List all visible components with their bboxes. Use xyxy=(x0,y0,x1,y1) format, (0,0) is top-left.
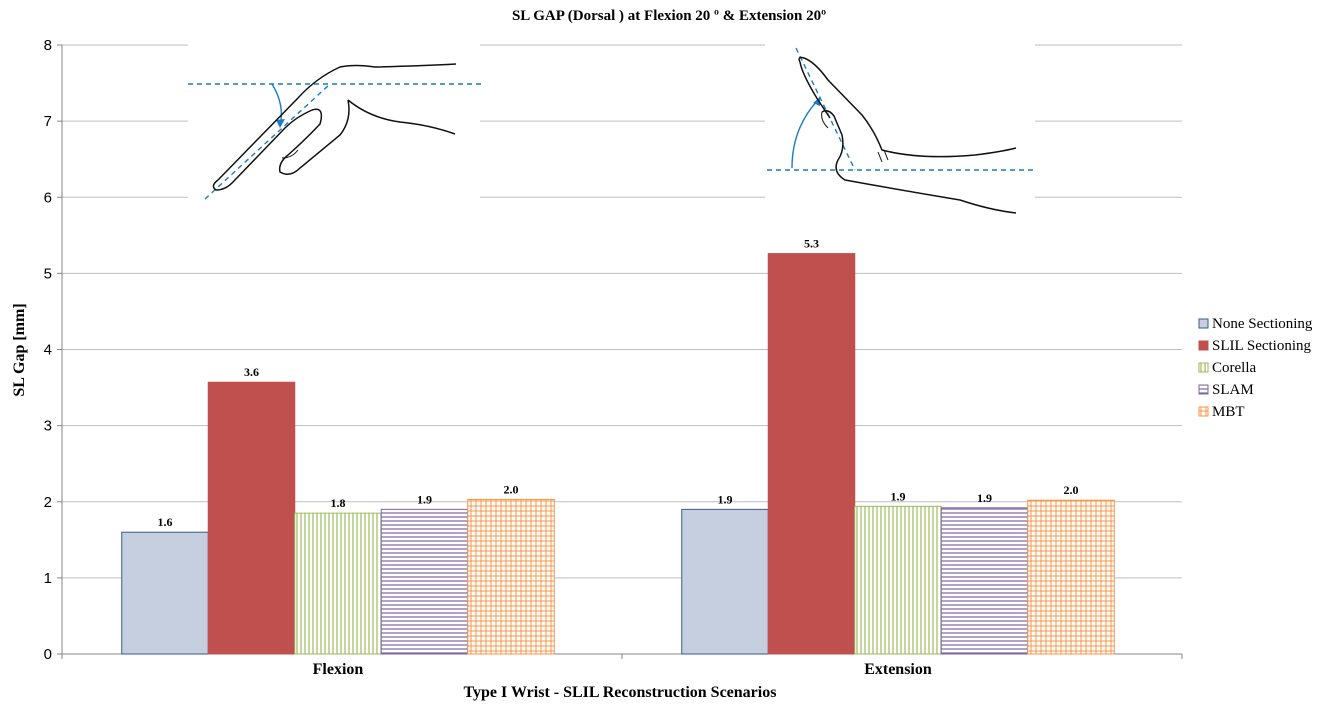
wrist-extension-icon xyxy=(765,40,1036,220)
y-tick-label: 5 xyxy=(44,265,52,282)
data-label: 1.9 xyxy=(977,491,992,505)
data-label: 3.6 xyxy=(244,365,259,379)
legend-swatch xyxy=(1198,384,1209,395)
wrist-flexion-icon xyxy=(188,40,482,210)
y-tick-label: 6 xyxy=(44,189,52,206)
y-axis-title: SL Gap [mm] xyxy=(11,303,28,396)
y-tick-label: 1 xyxy=(44,570,52,587)
data-label: 1.9 xyxy=(718,492,733,506)
data-label: 5.3 xyxy=(804,237,819,251)
data-label: 1.9 xyxy=(417,492,432,506)
x-axis-title: Type I Wrist - SLIL Reconstruction Scena… xyxy=(464,684,777,701)
data-label: 2.0 xyxy=(504,482,519,496)
legend-label: SLAM xyxy=(1212,382,1254,398)
y-tick-label: 0 xyxy=(44,646,52,663)
x-axis-categories: Flexion Extension xyxy=(313,661,932,678)
chart-title: SL GAP (Dorsal ) at Flexion 20 º & Exten… xyxy=(512,8,826,24)
legend-swatch xyxy=(1198,406,1209,417)
legend-swatch xyxy=(1198,362,1209,373)
bar xyxy=(380,508,469,655)
data-label: 1.8 xyxy=(331,496,346,510)
legend: None Sectioning SLIL Sectioning Corella SLA… xyxy=(1198,316,1313,420)
data-label: 1.9 xyxy=(891,489,906,503)
bar xyxy=(940,507,1029,655)
bar xyxy=(121,531,209,655)
bar xyxy=(294,512,382,655)
legend-label: SLIL Sectioning xyxy=(1212,338,1312,354)
y-tick-label: 8 xyxy=(44,37,52,54)
y-tick-label: 2 xyxy=(44,494,52,511)
x-category-label: Flexion xyxy=(313,661,364,678)
legend-swatch xyxy=(1198,318,1209,329)
legend-swatch xyxy=(1198,340,1209,351)
bar xyxy=(681,508,769,655)
legend-label: Corella xyxy=(1212,360,1256,376)
legend-label: MBT xyxy=(1212,404,1245,420)
bar xyxy=(1027,499,1115,655)
data-label: 2.0 xyxy=(1064,483,1079,497)
bar xyxy=(854,505,942,655)
x-category-label: Extension xyxy=(864,661,932,678)
bar xyxy=(207,381,296,655)
bars: 1.6 3.6 1.8 1.9 2.0 1.9 5.3 1.9 1.9 2.0 xyxy=(121,237,1115,655)
legend-label: None Sectioning xyxy=(1212,316,1313,332)
y-tick-label: 3 xyxy=(44,418,52,435)
y-tick-label: 4 xyxy=(44,342,52,359)
y-tick-label: 7 xyxy=(44,113,52,130)
data-label: 1.6 xyxy=(158,515,173,529)
bar xyxy=(467,498,555,655)
bar xyxy=(767,253,856,655)
y-axis-ticks: 0 1 2 3 4 5 6 7 8 xyxy=(44,37,62,663)
